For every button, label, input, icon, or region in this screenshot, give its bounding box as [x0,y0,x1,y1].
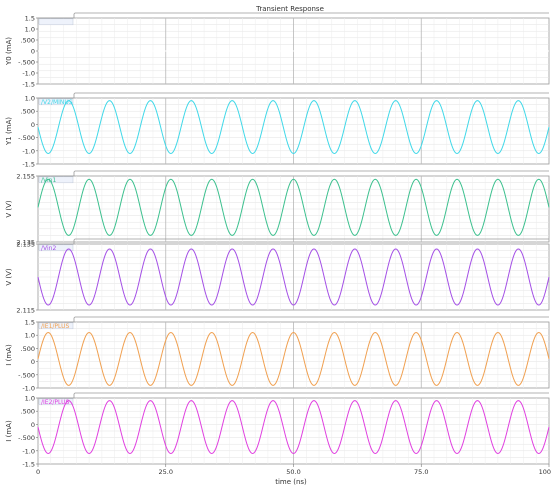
series-line [37,332,550,386]
y-tick-label: -.500 [18,59,35,67]
legend-tab [38,316,549,323]
legend-tab [38,392,549,399]
y-tick-label: -.500 [18,434,35,442]
y-tick-label: .500 [21,37,35,45]
x-tick-label: 25.0 [159,468,173,476]
panel-grid [38,398,549,464]
x-axis: 0 25.0 50.0 75.0 100 [36,464,551,476]
legend-entry: /V2/MINUS [41,99,73,106]
y-tick-label: .500 [21,108,35,116]
series-line [37,248,550,306]
x-tick-label: 100 [539,468,551,476]
y-tick-label: -1.5 [22,461,35,469]
legend-entry: /Vin2 [41,245,56,252]
panel-stack: 1.5 1.0 .500 0 -.500 -1.0 -1.5 Y0 (mA) 1.0 .500 0 -… [5,12,550,469]
y-tick-label: -1.5 [22,161,35,169]
y-axis-label: Y0 (mA) [5,37,13,66]
panel-1: 1.0 .500 0 -.500 -1.0 -1.5 Y1 (mA) /V2/MINUS [5,92,550,169]
legend-box [38,98,74,106]
y-tick-label: -.500 [18,134,35,142]
y-tick-label: .500 [21,408,35,416]
x-axis-label: time (ns) [275,478,307,486]
legend-tab [38,170,549,177]
y-tick-label: -1.0 [22,385,35,393]
panel-4: 1.5 1.0 .500 0 -.500 -1.0 I (mA) /IE1/PLUS [5,316,550,393]
y-tick-label: 0 [31,121,35,129]
y-axis-label: Y1 (mA) [5,117,13,146]
panel-2: 2.155 2.135 V (V) /Vin1 [5,170,550,247]
y-axis-label: I (mA) [5,420,13,442]
y-tick-label: 0 [31,358,35,366]
y-tick-label: 1.5 [25,15,35,23]
y-tick-label: 1.5 [25,319,35,327]
legend-tab [38,12,549,19]
y-tick-label: 2.155 [16,173,35,181]
y-tick-label: 1.0 [25,332,35,340]
x-tick-label: 75.0 [414,468,428,476]
y-axis-label: I (mA) [5,344,13,366]
y-tick-label: 1.0 [25,95,35,103]
series-line [37,178,550,236]
y-tick-label: 0 [31,48,35,56]
legend-box [38,176,74,184]
y-tick-label: 2.115 [16,307,35,315]
chart-title: Transient Response [255,5,324,13]
y-tick-label: -1.0 [22,447,35,455]
series-line [37,100,550,154]
panel-5: 1.0 .500 0 -.500 -1.0 -1.5 I (mA) /IE2/PLUS [5,392,550,469]
legend-tab [38,92,549,99]
y-tick-label: -1.0 [22,70,35,78]
y-axis-label: V (V) [5,200,13,218]
panel-grid [38,244,549,310]
legend-box [38,322,74,330]
y-tick-label: -1.5 [22,81,35,89]
legend-entry: /Vin1 [41,177,56,184]
panel-grid [38,176,549,242]
x-tick-label: 0 [36,468,40,476]
y-tick-label: 2.135 [16,241,35,249]
y-tick-label: 1.0 [25,26,35,34]
panel-3: 2.135 2.115 V (V) /Vin2 [5,238,550,315]
legend-entry: /IE2/PLUS [41,399,69,406]
panel-0: 1.5 1.0 .500 0 -.500 -1.0 -1.5 Y0 (mA) [5,12,550,89]
legend-box [38,18,74,26]
legend-entry: /IE1/PLUS [41,323,69,330]
series-line [37,400,550,454]
y-tick-label: 0 [31,421,35,429]
y-tick-label: .500 [21,345,35,353]
y-tick-label: -1.0 [22,147,35,155]
y-tick-label: 2.135 [16,239,35,247]
y-tick-label: -.500 [18,371,35,379]
legend-box [38,244,74,252]
legend-tab [38,238,549,245]
y-tick-label: 1.0 [25,395,35,403]
legend-box [38,398,74,406]
x-tick-label: 50.0 [286,468,300,476]
y-axis-label: V (V) [5,268,13,286]
